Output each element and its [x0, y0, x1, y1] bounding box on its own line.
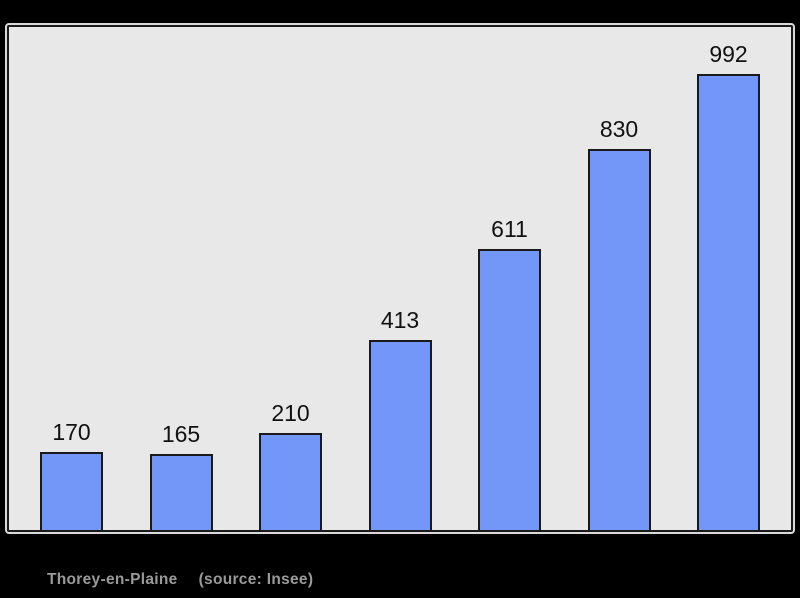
bar-value-label: 413 [380, 306, 420, 333]
bar [149, 454, 213, 530]
bar-column: 611 [478, 215, 541, 530]
chart-panel: 170 165 210 413 611 830 992 [5, 23, 795, 534]
bar-column: 413 [368, 306, 432, 530]
bar-value-label: 170 [52, 418, 91, 445]
caption-source-note: (source: Insee) [198, 571, 314, 588]
bar [259, 433, 322, 530]
caption-place-name: Thorey-en-Plaine [47, 571, 178, 588]
bar-value-label: 210 [271, 399, 310, 426]
bar [697, 74, 760, 530]
bar-column: 165 [149, 420, 213, 530]
bar-value-label: 611 [491, 215, 528, 242]
bar [478, 249, 541, 530]
bar-column: 170 [40, 418, 103, 530]
bar-column: 830 [587, 115, 651, 530]
bar-column: 210 [259, 399, 322, 530]
bar [587, 149, 651, 530]
bar-value-label: 165 [161, 420, 201, 447]
bar [40, 452, 103, 530]
chart-caption: Thorey-en-Plaine (source: Insee) [47, 571, 313, 589]
bar-value-label: 992 [709, 40, 748, 67]
bar [368, 340, 432, 530]
plot-area: 170 165 210 413 611 830 992 [9, 27, 791, 530]
bar-column: 992 [697, 40, 760, 530]
bar-value-label: 830 [599, 115, 639, 142]
